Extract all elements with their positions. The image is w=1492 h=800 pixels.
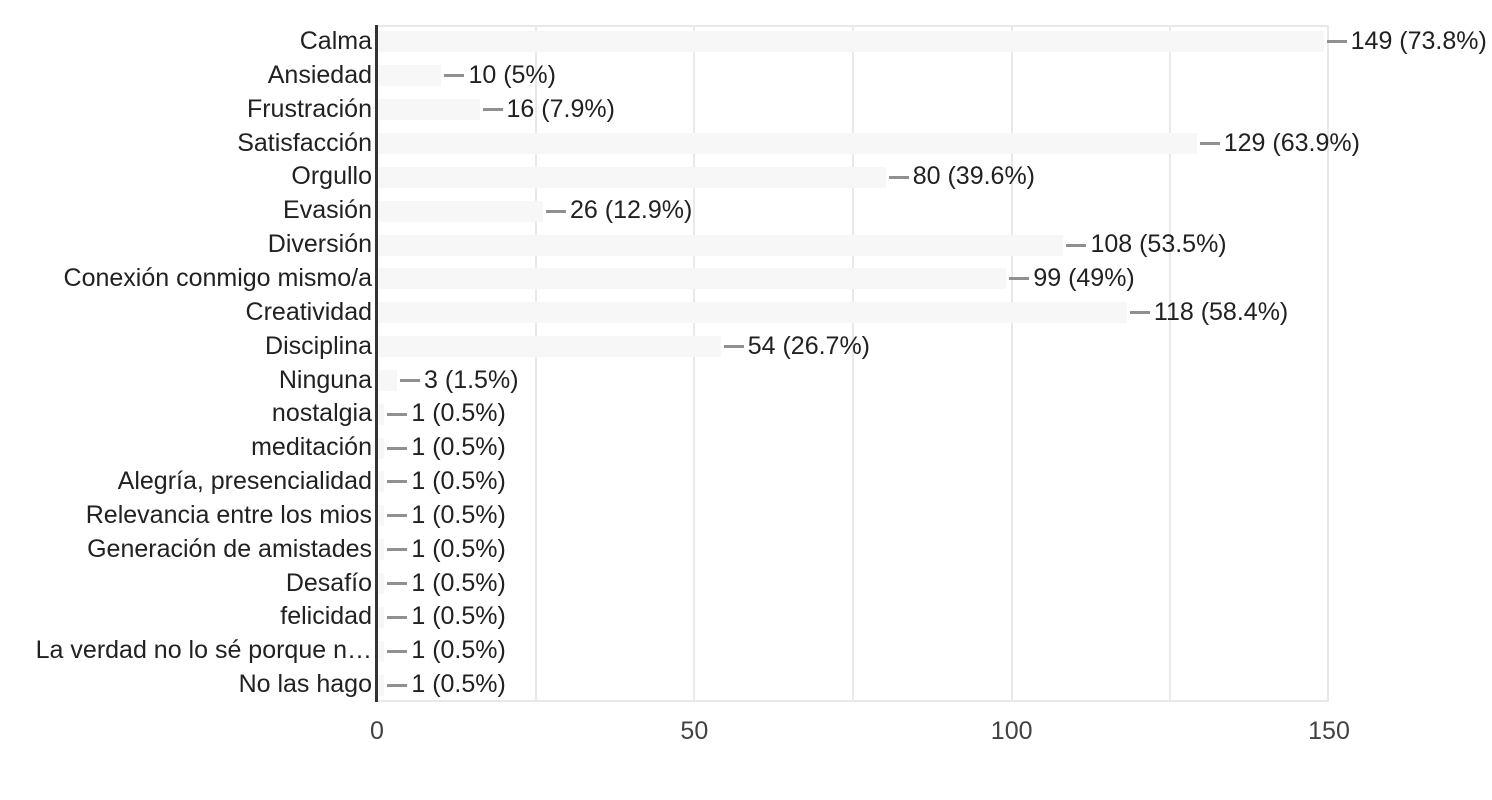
- bar: [378, 640, 385, 662]
- category-label: Frustración: [246, 94, 372, 123]
- leader-dash: [387, 649, 408, 653]
- leader-dash: [387, 480, 408, 484]
- category-label: Ansiedad: [267, 60, 372, 89]
- category-label: Creatividad: [245, 297, 372, 326]
- category-label: Conexión conmigo mismo/a: [63, 263, 372, 292]
- bar: [378, 369, 398, 391]
- gridline: [852, 25, 854, 702]
- gridline: [1010, 25, 1013, 702]
- value-label: 1 (0.5%): [411, 500, 506, 529]
- category-label: No las hago: [238, 670, 372, 699]
- leader-dash: [387, 582, 408, 586]
- bar: [378, 31, 1324, 53]
- value-label: 1 (0.5%): [411, 670, 506, 699]
- value-label: 1 (0.5%): [411, 568, 506, 597]
- leader-dash: [387, 548, 408, 552]
- bar: [378, 505, 385, 527]
- value-label: 118 (58.4%): [1153, 297, 1289, 326]
- leader-dash: [1199, 141, 1220, 145]
- gridline: [693, 25, 696, 702]
- value-label: 129 (63.9%): [1223, 128, 1360, 157]
- bar: [378, 573, 385, 595]
- category-label: Satisfacción: [237, 128, 372, 157]
- bar: [378, 99, 480, 121]
- leader-dash: [482, 108, 503, 112]
- gridline: [1169, 25, 1172, 702]
- bar: [378, 268, 1007, 290]
- leader-dash: [546, 209, 566, 213]
- gridline: [534, 25, 537, 702]
- leader-dash: [387, 683, 408, 687]
- value-label: 16 (7.9%): [506, 94, 615, 123]
- leader-dash: [888, 175, 909, 179]
- value-label: 3 (1.5%): [424, 365, 519, 394]
- value-label: 1 (0.5%): [411, 467, 506, 496]
- bar: [378, 539, 385, 561]
- bar: [378, 336, 721, 358]
- category-label: felicidad: [280, 602, 372, 631]
- leader-dash: [1326, 40, 1347, 44]
- value-label: 1 (0.5%): [411, 602, 506, 631]
- value-label: 80 (39.6%): [912, 162, 1036, 191]
- value-label: 149 (73.8%): [1350, 27, 1487, 55]
- category-label: nostalgia: [271, 399, 372, 428]
- category-label: Orgullo: [291, 162, 372, 191]
- value-label: 26 (12.9%): [570, 196, 693, 225]
- bar: [378, 302, 1127, 324]
- leader-dash: [1066, 243, 1087, 247]
- leader-dash: [400, 378, 421, 382]
- value-label: 1 (0.5%): [411, 399, 506, 428]
- x-tick-label: 50: [680, 717, 709, 745]
- value-label: 108 (53.5%): [1090, 230, 1227, 259]
- category-label: Evasión: [283, 196, 372, 225]
- category-label: Disciplina: [265, 331, 372, 360]
- bar: [378, 65, 442, 87]
- value-label: 1 (0.5%): [411, 433, 506, 462]
- category-label: Generación de amistades: [87, 534, 372, 563]
- x-tick-label: 0: [370, 717, 384, 745]
- leader-dash: [387, 615, 408, 619]
- leader-dash: [444, 74, 465, 78]
- bar: [378, 674, 385, 696]
- bar: [378, 606, 385, 628]
- leader-dash: [1009, 277, 1030, 281]
- category-label: Desafío: [285, 568, 372, 597]
- value-label: 99 (49%): [1033, 263, 1135, 292]
- category-label: Alegría, presencialidad: [117, 467, 372, 496]
- value-label: 1 (0.5%): [411, 636, 506, 665]
- category-label: La verdad no lo sé porque n…: [35, 636, 372, 665]
- category-label: Diversión: [267, 230, 372, 259]
- category-label: meditación: [251, 433, 372, 462]
- bar: [378, 437, 385, 459]
- y-axis-line: [375, 25, 378, 702]
- value-label: 54 (26.7%): [747, 331, 871, 360]
- bar: [378, 132, 1197, 154]
- x-tick-label: 150: [1308, 717, 1350, 745]
- x-tick-label: 100: [990, 717, 1033, 745]
- leader-dash: [387, 412, 408, 416]
- leader-dash: [1129, 311, 1150, 315]
- bar: [378, 403, 385, 425]
- category-label: Relevancia entre los mios: [85, 500, 372, 529]
- value-label: 1 (0.5%): [411, 534, 506, 563]
- bar: [378, 200, 543, 222]
- bar: [378, 166, 886, 188]
- value-label: 10 (5%): [468, 60, 556, 89]
- bar: [378, 471, 385, 493]
- leader-dash: [387, 514, 408, 518]
- category-label: Ninguna: [278, 365, 372, 394]
- category-label: Calma: [299, 27, 372, 55]
- bar: [378, 234, 1064, 256]
- leader-dash: [387, 446, 408, 450]
- leader-dash: [723, 345, 744, 349]
